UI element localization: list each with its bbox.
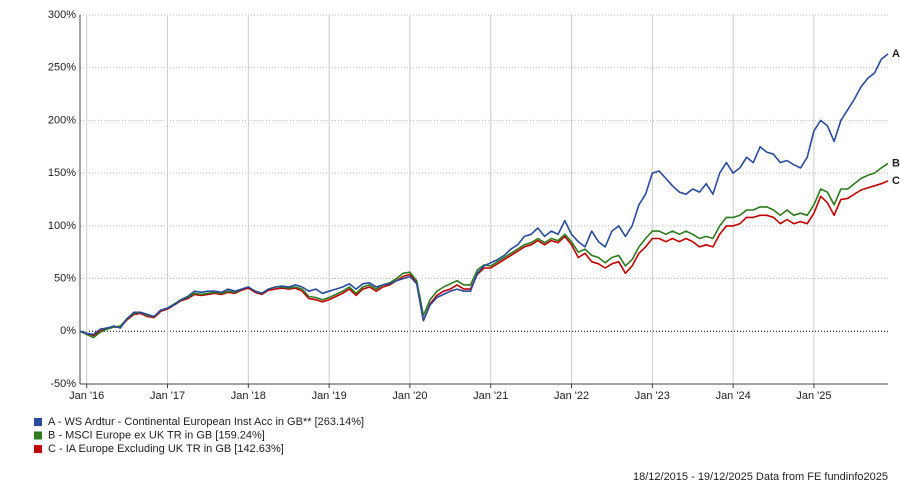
x-tick-label: Jan '20 (392, 390, 427, 402)
series-line (79, 162, 889, 339)
y-tick-label: 300% (48, 9, 76, 21)
series-line (79, 53, 889, 336)
x-tick-label: Jan '23 (635, 390, 670, 402)
y-tick-label: 200% (48, 114, 76, 126)
end-label: A (892, 48, 900, 60)
x-tick-label: Jan '22 (554, 390, 589, 402)
footer: 18/12/2015 - 19/12/2025 Data from FE fun… (633, 471, 888, 483)
x-tick-label: Jan '17 (150, 390, 185, 402)
legend-label: B - MSCI Europe ex UK TR in GB [159.24%] (48, 429, 265, 441)
y-tick-label: -50% (50, 378, 76, 390)
x-tick-label: Jan '25 (796, 390, 831, 402)
legend-swatch (34, 431, 42, 440)
legend-swatch (34, 418, 42, 426)
legend-swatch (34, 445, 42, 453)
end-label: B (892, 157, 900, 169)
series-line (79, 180, 889, 337)
x-tick-label: Jan '19 (312, 390, 347, 402)
x-tick-label: Jan '24 (716, 390, 751, 402)
y-tick-label: 100% (48, 220, 76, 232)
legend-label: A - WS Ardtur - Continental European Ins… (48, 416, 364, 428)
x-tick-label: Jan '18 (231, 390, 266, 402)
x-tick-label: Jan '21 (473, 390, 508, 402)
y-tick-label: 150% (48, 167, 76, 179)
x-tick-label: Jan '16 (69, 390, 104, 402)
legend-label: C - IA Europe Excluding UK TR in GB [142… (48, 443, 284, 455)
y-tick-label: 250% (48, 62, 76, 74)
end-label: C (892, 175, 900, 187)
y-tick-label: 50% (54, 272, 76, 284)
y-tick-label: 0% (60, 325, 76, 337)
